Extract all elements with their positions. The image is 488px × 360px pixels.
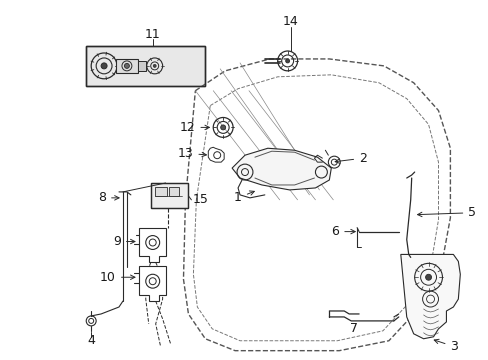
- Text: 10: 10: [100, 271, 135, 284]
- Text: 12: 12: [179, 121, 209, 134]
- Circle shape: [285, 59, 289, 63]
- Text: 13: 13: [177, 147, 206, 160]
- Text: 15: 15: [192, 193, 208, 206]
- Text: 5: 5: [417, 206, 475, 219]
- Circle shape: [425, 274, 431, 280]
- Bar: [168, 187, 178, 196]
- Bar: [150, 183, 188, 208]
- Text: 7: 7: [349, 322, 357, 336]
- Circle shape: [220, 125, 225, 130]
- Polygon shape: [139, 266, 165, 301]
- Polygon shape: [139, 228, 165, 262]
- Bar: [86, 46, 205, 86]
- Bar: [138, 61, 145, 71]
- Circle shape: [124, 63, 129, 68]
- Bar: [86, 46, 205, 86]
- Text: 14: 14: [282, 15, 298, 28]
- Text: 2: 2: [334, 152, 366, 165]
- Text: 1: 1: [234, 191, 254, 204]
- Text: 8: 8: [98, 192, 119, 204]
- Circle shape: [153, 64, 156, 67]
- Bar: [154, 187, 166, 196]
- Polygon shape: [232, 148, 331, 190]
- Bar: [150, 183, 188, 208]
- Text: 6: 6: [331, 225, 354, 238]
- Text: 4: 4: [87, 334, 95, 347]
- Circle shape: [101, 63, 107, 69]
- Polygon shape: [400, 255, 459, 339]
- Bar: [116, 59, 138, 73]
- Text: 9: 9: [113, 235, 135, 248]
- Text: 3: 3: [433, 339, 457, 353]
- Polygon shape: [208, 147, 224, 162]
- Text: 11: 11: [144, 28, 160, 41]
